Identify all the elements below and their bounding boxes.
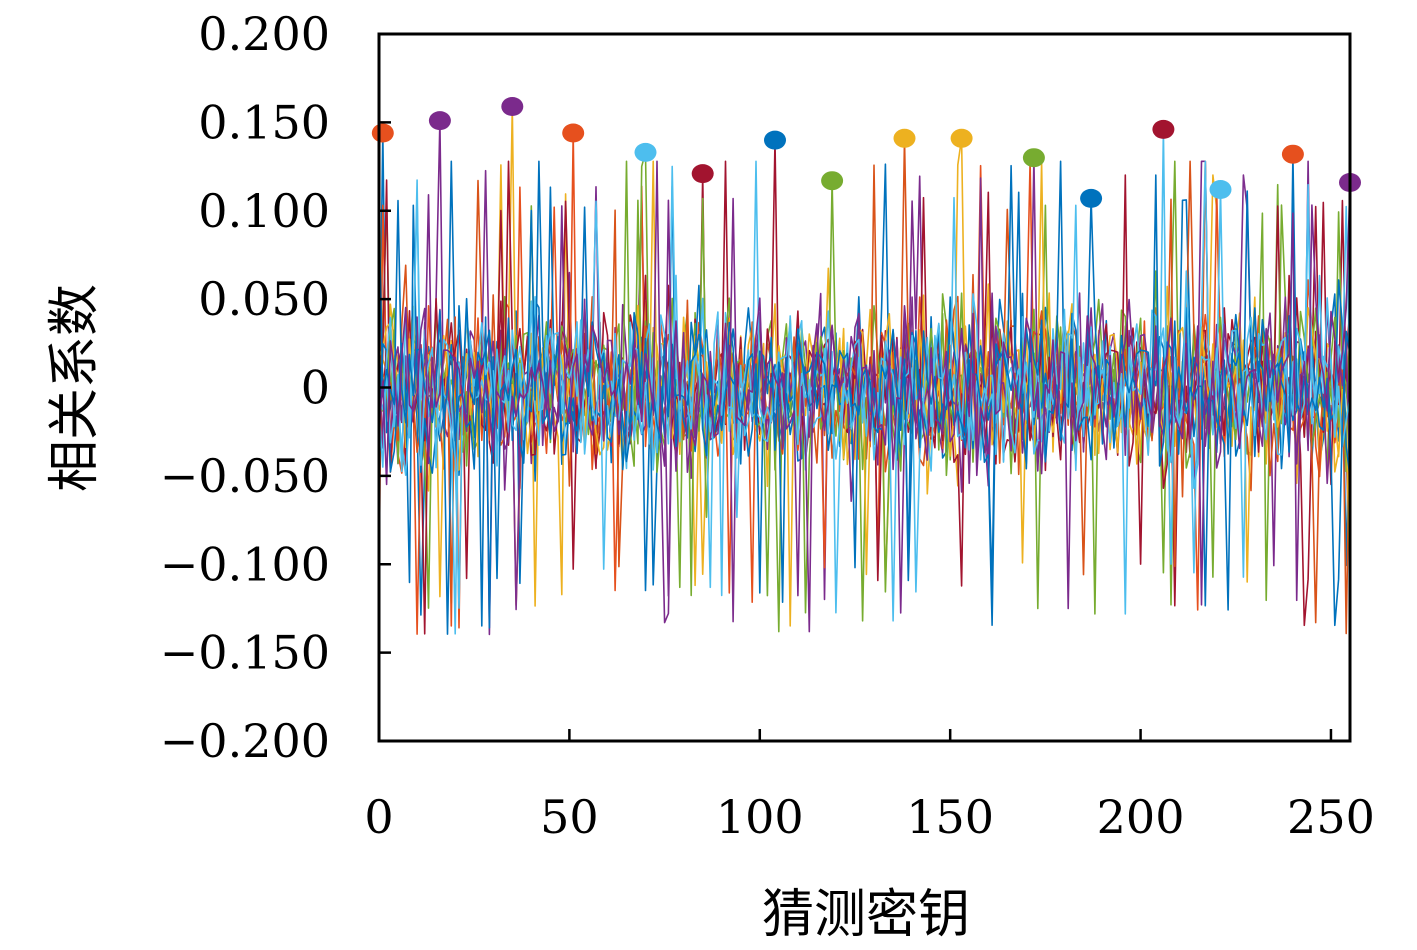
peak-marker: [1022, 148, 1045, 168]
y-axis-title: 相关系数: [45, 284, 105, 492]
x-tick-label: 50: [540, 790, 599, 844]
y-tick-label: 0.050: [198, 272, 330, 326]
y-tick-label: 0.100: [198, 184, 330, 238]
y-tick-label: −0.150: [160, 626, 330, 680]
peak-marker: [562, 123, 585, 143]
series-line: [378, 160, 1351, 633]
y-tick-label: −0.200: [160, 714, 330, 768]
peak-marker: [893, 128, 916, 148]
x-tick-label: 100: [716, 790, 804, 844]
x-tick-label: 0: [364, 790, 393, 844]
peak-marker-layer: [371, 97, 1361, 208]
peak-marker: [1152, 119, 1175, 139]
peak-marker: [634, 142, 657, 162]
y-tick-label: −0.050: [160, 449, 330, 503]
y-tick-label: 0.150: [198, 95, 330, 149]
peak-marker: [691, 164, 714, 184]
peak-marker: [950, 128, 973, 148]
y-tick-label: 0.200: [198, 7, 330, 61]
peak-marker: [428, 111, 451, 131]
peak-marker: [1080, 188, 1103, 208]
x-tick-label: 150: [906, 790, 994, 844]
peak-marker: [764, 130, 786, 150]
x-axis-title: 猜测密钥: [762, 885, 970, 945]
peak-marker: [501, 97, 524, 116]
peak-marker: [821, 171, 844, 191]
x-tick-label: 250: [1287, 790, 1375, 844]
series-layer: [378, 105, 1351, 636]
x-tick-label: 200: [1097, 790, 1185, 844]
peak-marker: [1209, 180, 1232, 199]
y-tick-label: −0.100: [160, 537, 330, 591]
peak-marker: [1281, 144, 1304, 164]
y-tick-label: 0: [301, 361, 330, 415]
peak-marker: [371, 123, 394, 143]
tick-layer: 0 50 100 150 200 250 0.200 0.150 0.100 0.050 0 −0.0…: [160, 7, 1375, 844]
